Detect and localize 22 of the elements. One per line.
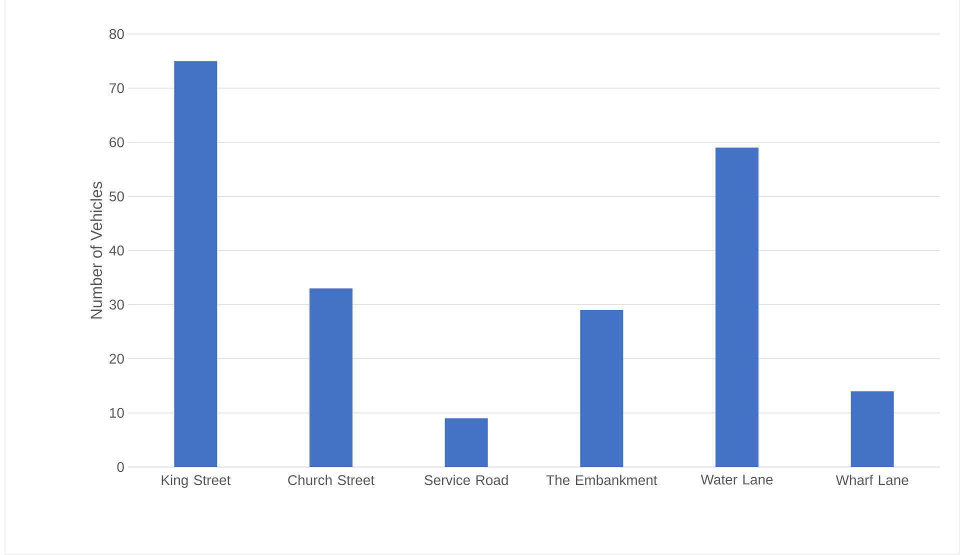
y-tick-label: 20 (110, 354, 124, 364)
bar (716, 148, 759, 467)
x-tick-label: Wharf Lane (836, 474, 908, 486)
y-tick-label: 50 (109, 191, 124, 202)
y-tick-label: 30 (109, 300, 124, 310)
y-tick-label: 80 (110, 29, 124, 39)
y-tick-label: 70 (110, 83, 124, 94)
bar (174, 61, 218, 467)
x-tick-label: Service Road (424, 474, 508, 486)
y-axis-title: Number of Vehicles (90, 182, 102, 319)
x-tick-label: King Street (162, 474, 231, 488)
y-tick-label: 10 (110, 408, 124, 418)
bar (850, 391, 894, 467)
x-tick-label: The Embankment (546, 474, 658, 486)
bar (444, 418, 488, 467)
x-tick-label: Church Street (288, 474, 374, 486)
bar (580, 310, 624, 467)
bar (310, 288, 353, 467)
y-tick-label: 0 (117, 462, 124, 472)
x-tick-label: Water Lane (700, 474, 773, 485)
y-tick-label: 60 (110, 137, 124, 148)
y-tick-label: 40 (109, 246, 124, 256)
